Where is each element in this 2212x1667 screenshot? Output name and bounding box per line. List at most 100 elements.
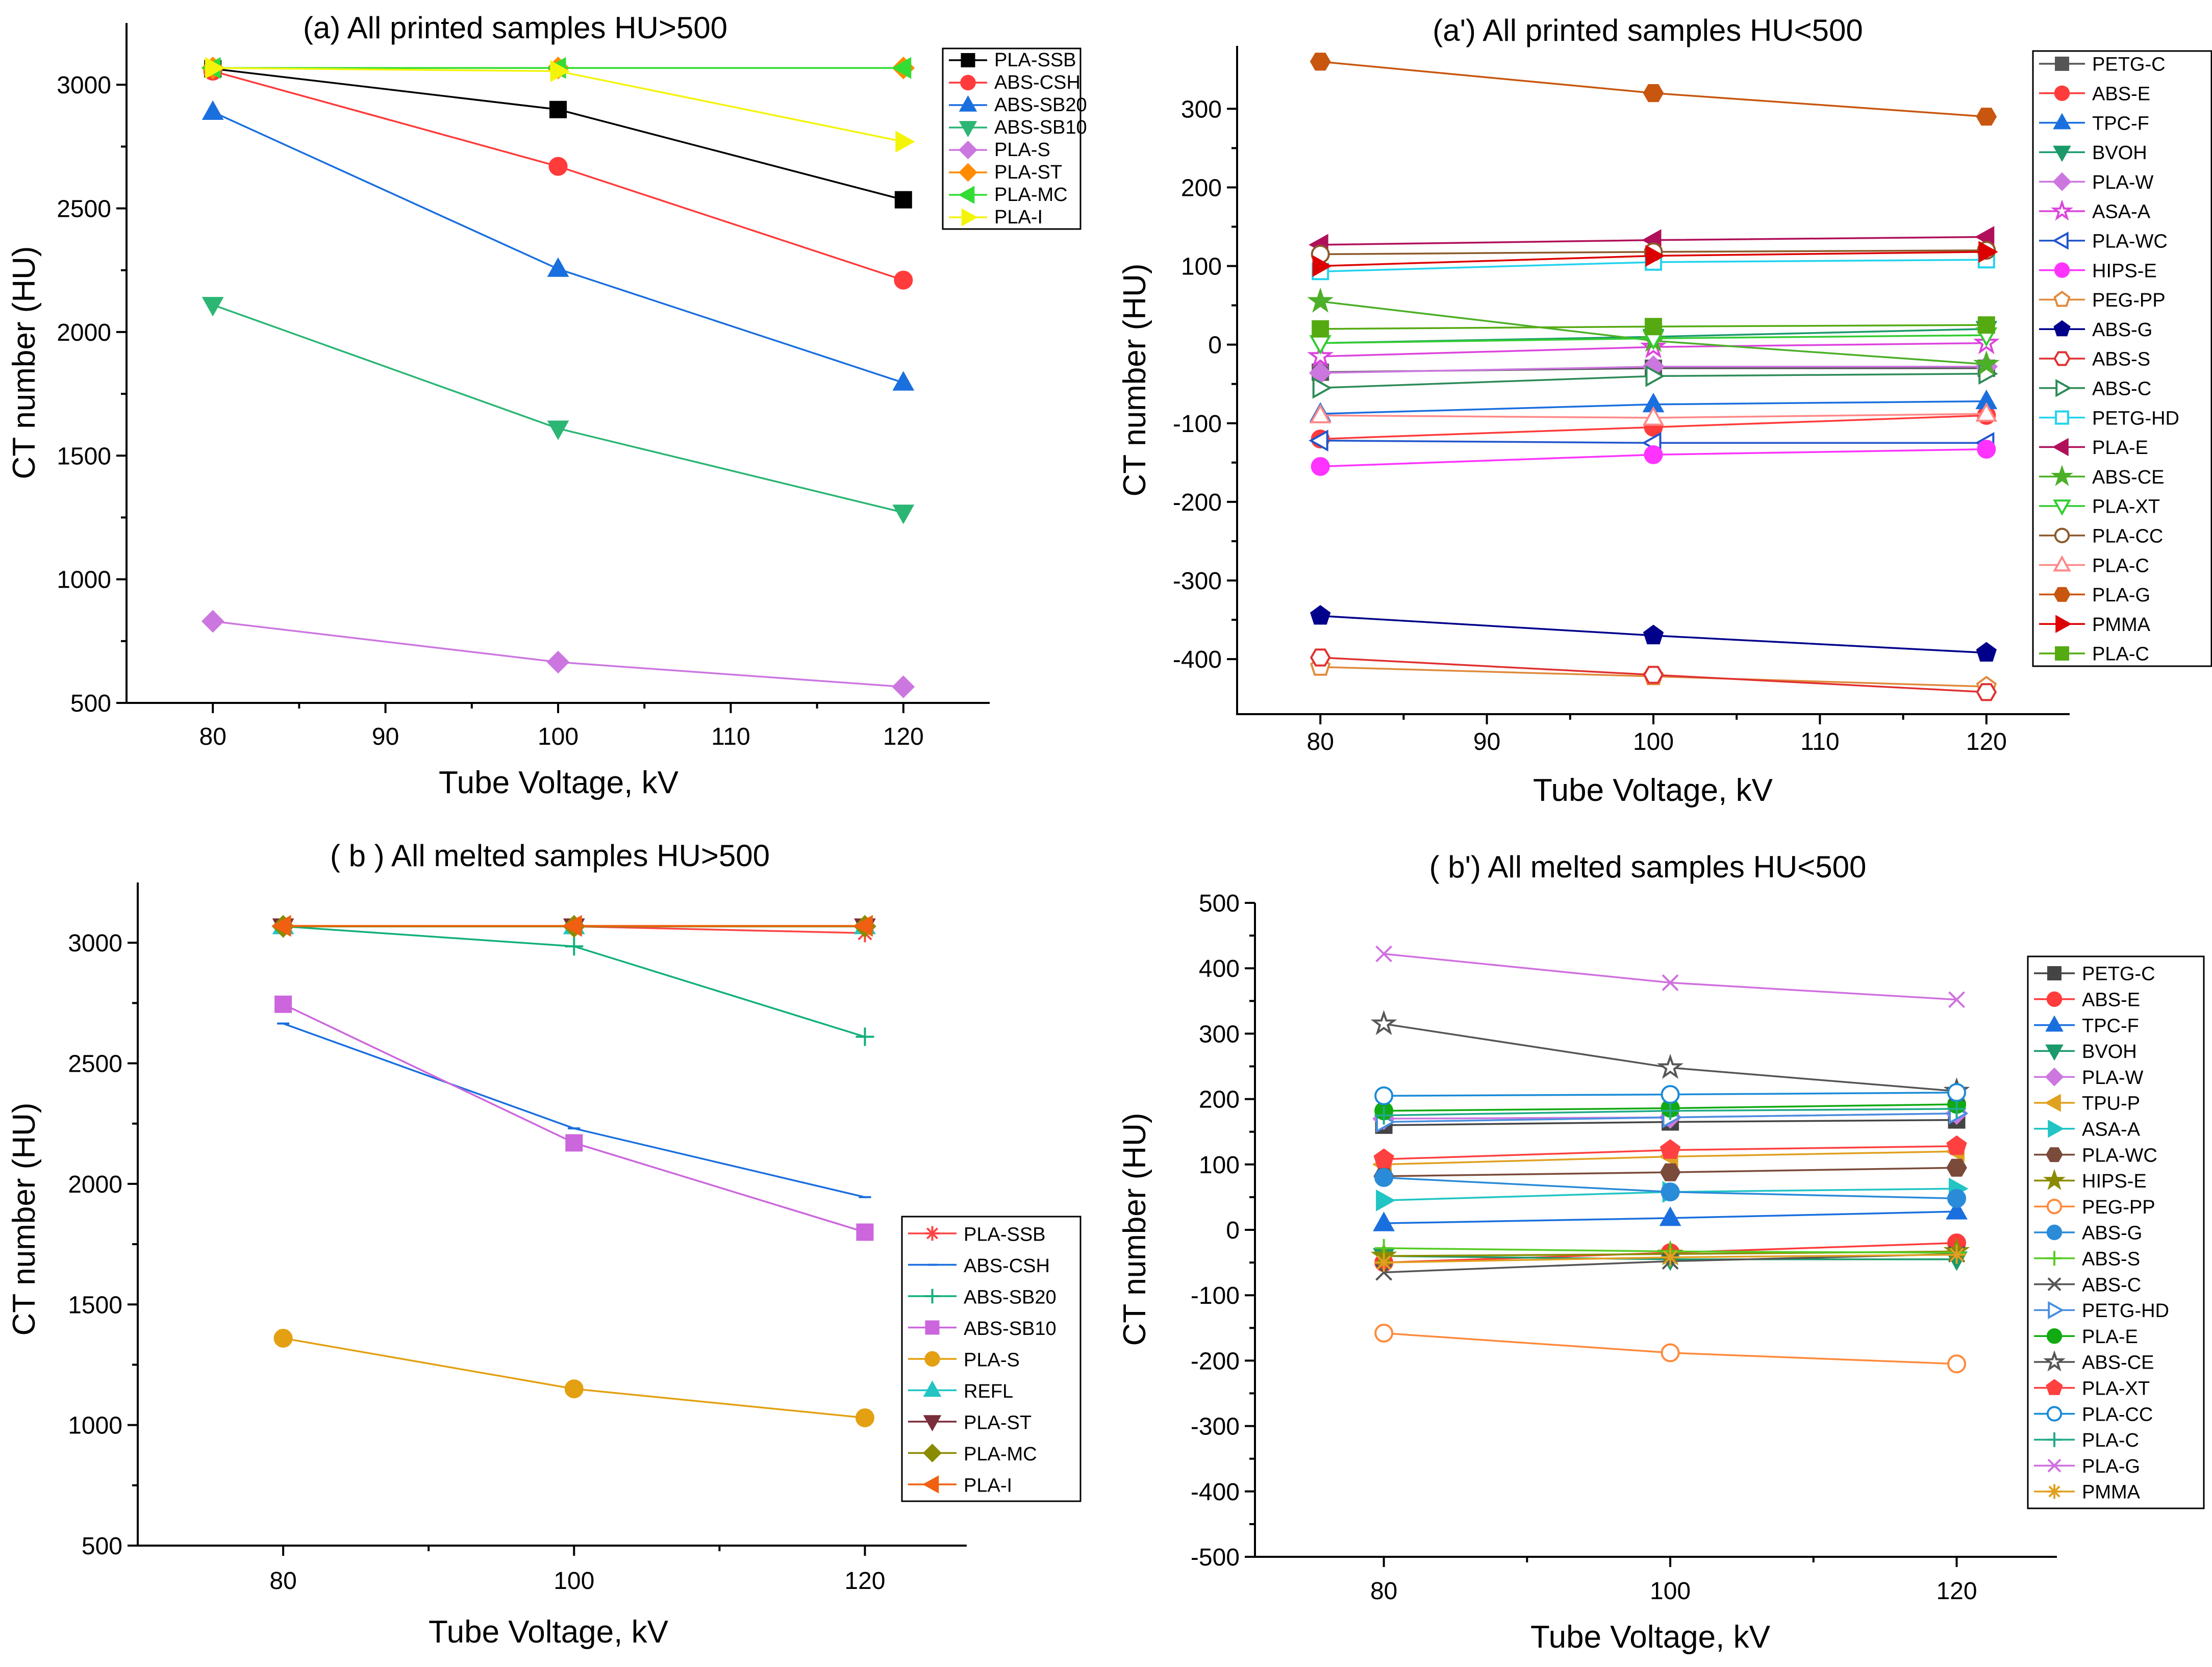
legend-label: PLA-SSB — [964, 1224, 1046, 1245]
chart-title: ( b ) All melted samples HU>500 — [330, 839, 770, 873]
data-point — [856, 1223, 874, 1241]
data-point — [1946, 1135, 1967, 1155]
data-point — [1370, 1009, 1397, 1035]
legend-label: PLA-E — [2092, 437, 2148, 459]
x-tick-label: 100 — [554, 1568, 594, 1595]
y-tick-label: 500 — [70, 690, 111, 717]
data-point — [1973, 350, 2000, 376]
x-tick-label: 90 — [372, 723, 399, 750]
data-point — [1657, 1053, 1683, 1079]
data-point — [1310, 605, 1331, 625]
legend: PETG-C ABS-E TPC-F BVOH PLA-W TPU-P ASA-A PLA-W… — [2027, 955, 2205, 1509]
chart-panel-b-prime: ( b') All melted samples HU<500 -500 -400 -… — [1117, 850, 2205, 1655]
series-line — [1384, 953, 1957, 1001]
legend-label: PMMA — [2082, 1482, 2141, 1503]
legend-marker — [2054, 85, 2070, 102]
data-point — [271, 915, 291, 937]
legend-marker — [2046, 1379, 2063, 1395]
legend-marker — [2055, 615, 2072, 634]
legend-marker — [924, 1351, 940, 1367]
data-point — [1660, 1139, 1681, 1159]
legend-marker — [2046, 991, 2063, 1007]
y-tick-label: -300 — [1173, 568, 1222, 595]
axis-frame — [1236, 46, 2070, 715]
legend-label: ABS-CE — [2082, 1352, 2154, 1374]
series-pla-s — [201, 610, 915, 698]
series-line — [283, 1337, 865, 1419]
legend-marker — [961, 53, 975, 67]
y-tick-label: -100 — [1173, 411, 1222, 438]
chart-title: (a') All printed samples HU<500 — [1432, 13, 1863, 47]
legend-label: PETG-C — [2092, 54, 2166, 75]
series-pla-s — [273, 1328, 874, 1427]
legend-marker — [2052, 172, 2072, 191]
legend-marker — [2052, 438, 2069, 457]
x-axis-title: Tube Voltage, kV — [1530, 1620, 1771, 1655]
y-axis-title: CT number (HU) — [7, 1102, 42, 1335]
data-point — [853, 915, 873, 937]
data-point — [892, 371, 915, 391]
data-point — [1644, 445, 1663, 464]
legend-label: ABS-C — [2092, 378, 2151, 399]
y-tick-label: 1000 — [57, 567, 111, 594]
data-point — [1947, 1245, 1966, 1264]
legend-marker — [2053, 587, 2071, 602]
legend-label: HIPS-E — [2082, 1171, 2147, 1192]
legend-label: ABS-G — [2092, 319, 2152, 341]
x-tick-label: 90 — [1473, 728, 1500, 755]
data-point — [892, 675, 915, 698]
series-peg-pp — [1374, 1324, 1966, 1374]
data-point — [1660, 1163, 1681, 1181]
legend-label: PLA-WC — [2082, 1145, 2157, 1166]
series-pla-i — [205, 57, 915, 153]
data-point — [1977, 316, 1995, 334]
x-tick-label: 80 — [269, 1568, 296, 1595]
x-tick-label: 80 — [199, 723, 227, 750]
x-tick-label: 120 — [1936, 1578, 1977, 1605]
legend-label: PLA-S — [994, 139, 1050, 161]
legend-label: TPU-P — [2082, 1093, 2140, 1115]
y-tick-label: 200 — [1181, 174, 1222, 201]
data-point — [1645, 365, 1665, 387]
data-point — [1309, 430, 1328, 452]
legend-marker — [2053, 320, 2071, 337]
data-point — [1374, 1168, 1394, 1187]
legend-marker — [2043, 1169, 2066, 1191]
data-point — [1976, 108, 1997, 126]
legend-marker — [2047, 966, 2062, 980]
series-pla-wc — [1373, 1158, 1967, 1185]
data-point — [1373, 1148, 1394, 1168]
legend-label: PLA-CC — [2082, 1404, 2153, 1425]
data-point — [1375, 945, 1393, 963]
data-point — [565, 1134, 583, 1152]
data-point — [892, 504, 915, 524]
legend-label: PETG-HD — [2082, 1300, 2169, 1322]
legend-label: ABS-S — [2092, 349, 2150, 370]
legend-label: HIPS-E — [2092, 260, 2157, 282]
legend-marker — [960, 74, 976, 91]
y-tick-label: 2000 — [57, 319, 111, 346]
data-point — [1661, 1248, 1680, 1267]
legend-label: PETG-C — [2082, 964, 2155, 985]
y-tick-label: -500 — [1191, 1544, 1240, 1571]
data-point — [564, 1379, 584, 1399]
data-point — [1643, 624, 1664, 645]
legend-marker — [2046, 1147, 2063, 1163]
x-tick-label: 110 — [1800, 728, 1840, 755]
legend-label: PLA-C — [2092, 644, 2149, 665]
x-tick-label: 110 — [711, 723, 750, 750]
legend-marker — [2053, 113, 2071, 130]
y-tick-label: 300 — [1181, 96, 1222, 123]
legend-label: PLA-W — [2092, 172, 2153, 193]
legend-marker — [2051, 465, 2073, 486]
data-point — [1645, 318, 1662, 336]
data-point — [1661, 1085, 1680, 1104]
legend: PLA-SSBABS-CSHABS-SB20ABS-SB10PLA-SPLA-S… — [942, 47, 1087, 230]
data-point — [1661, 1343, 1680, 1362]
legend-label: PMMA — [2092, 614, 2151, 636]
legend-label: ABS-E — [2092, 83, 2150, 105]
data-point — [1645, 245, 1665, 267]
data-point — [550, 60, 570, 82]
chart-title: ( b') All melted samples HU<500 — [1429, 850, 1867, 884]
series-pla-g — [1310, 53, 1997, 126]
